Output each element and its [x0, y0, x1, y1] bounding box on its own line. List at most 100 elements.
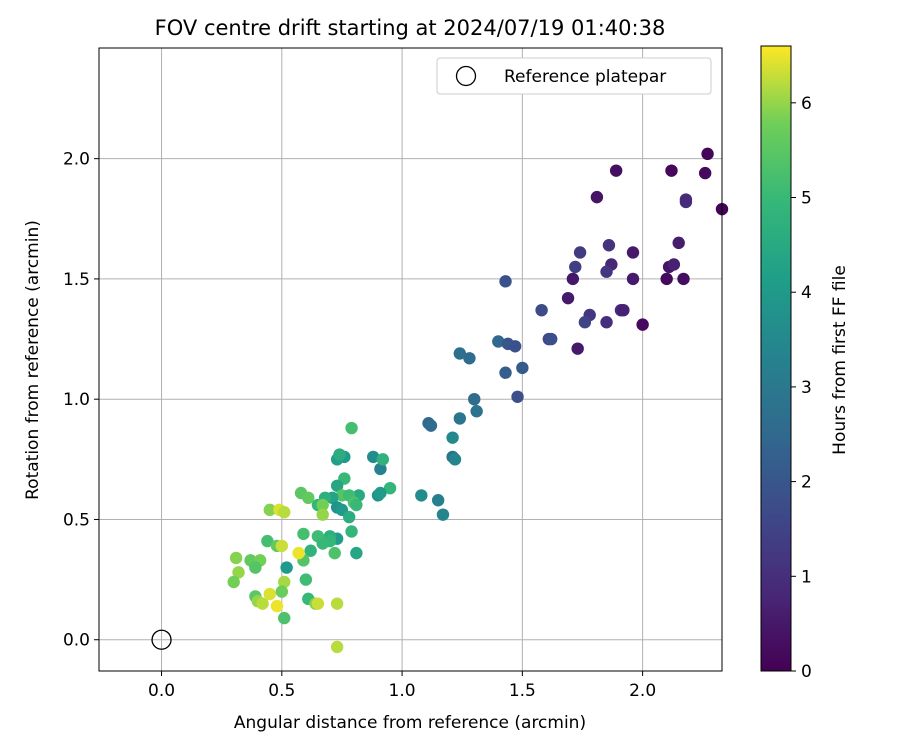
data-point: [367, 450, 380, 464]
plot-area: [99, 48, 722, 671]
data-point: [280, 561, 293, 574]
data-point: [256, 597, 269, 610]
legend-box: [436, 57, 712, 95]
data-point: [299, 573, 313, 586]
data-point: [333, 448, 346, 461]
y-tick-label: 1.5: [63, 270, 90, 290]
data-point: [304, 544, 317, 557]
data-point: [292, 546, 305, 560]
y-ticks: 0.0 0.5 1.0 1.5 2.0: [63, 150, 99, 651]
data-point: [672, 236, 685, 250]
data-point: [569, 260, 582, 274]
grid: [99, 48, 722, 671]
x-tick-label: 0.5: [268, 681, 295, 701]
data-point: [278, 575, 291, 589]
y-tick-label: 2.0: [63, 150, 90, 170]
data-point: [701, 147, 714, 161]
data-point: [436, 508, 450, 521]
data-point: [330, 597, 344, 610]
scatter-points: [227, 147, 729, 654]
data-point: [342, 510, 356, 524]
data-point: [302, 491, 315, 505]
data-point: [278, 611, 291, 625]
data-point: [374, 462, 387, 476]
data-point: [249, 561, 262, 574]
data-point: [468, 392, 481, 406]
data-point: [499, 275, 512, 288]
data-point: [263, 503, 276, 517]
data-point: [383, 481, 397, 495]
data-point: [345, 421, 358, 435]
data-point: [350, 498, 363, 512]
data-point: [573, 246, 587, 259]
data-point: [448, 453, 462, 466]
data-point: [376, 453, 390, 466]
reference-platepar-marker: [151, 629, 172, 650]
data-point: [511, 390, 524, 403]
data-point: [609, 164, 623, 177]
y-tick-label: 1.0: [63, 390, 90, 410]
data-point: [316, 537, 329, 550]
data-point: [463, 352, 476, 365]
data-point: [600, 265, 613, 278]
x-axis-label: Angular distance from reference (arcmin): [234, 713, 586, 733]
data-point: [316, 498, 329, 512]
data-point: [571, 342, 584, 355]
colorbar: [760, 45, 792, 672]
data-point: [330, 479, 344, 492]
data-point: [297, 527, 310, 541]
data-point: [679, 193, 693, 206]
data-point: [561, 291, 575, 305]
y-tick-label: 0.5: [63, 510, 90, 530]
colorbar-tick-label: 4: [801, 283, 812, 303]
data-point: [232, 566, 245, 579]
reference-marker: [151, 629, 172, 650]
data-point: [446, 431, 459, 444]
y-axis-label: Rotation from reference (arcmin): [23, 220, 43, 500]
legend-entry-reference: Reference platepar: [504, 67, 666, 87]
colorbar-tick-label: 5: [801, 189, 812, 209]
colorbar-tick-label: 2: [801, 473, 812, 493]
x-tick-label: 2.0: [629, 681, 656, 701]
data-point: [566, 272, 580, 286]
colorbar-label: Hours from first FF file: [830, 265, 850, 455]
colorbar-tick-label: 6: [801, 94, 812, 114]
data-point: [415, 489, 428, 502]
plot-frame: [98, 47, 723, 672]
x-ticks: 0.0 0.5 1.0 1.5 2.0: [148, 671, 656, 701]
data-point: [275, 539, 289, 553]
data-point: [600, 316, 613, 329]
y-tick-label: 0.0: [63, 631, 90, 651]
data-point: [345, 525, 358, 538]
x-tick-label: 1.5: [509, 681, 536, 701]
data-point: [578, 316, 592, 329]
colorbar-ticks: 0 1 2 3 4 5 6: [791, 94, 812, 682]
data-point: [374, 486, 387, 500]
data-point: [424, 419, 438, 432]
data-point: [492, 335, 505, 348]
data-point: [545, 332, 558, 346]
colorbar-tick-label: 0: [801, 662, 812, 682]
data-point: [453, 412, 467, 425]
data-point: [626, 272, 640, 286]
data-point: [227, 575, 240, 589]
data-point: [677, 272, 690, 286]
legend: Reference platepar: [436, 57, 712, 95]
data-point: [431, 494, 445, 507]
data-point: [590, 190, 604, 204]
data-point: [278, 506, 291, 519]
x-tick-label: 0.0: [148, 681, 175, 701]
colorbar-tick-label: 3: [801, 378, 812, 398]
chart-title: FOV centre drift starting at 2024/07/19 …: [155, 16, 666, 40]
legend-marker-reference: [455, 65, 477, 87]
colorbar-tick-label: 1: [801, 567, 812, 587]
data-point: [350, 546, 363, 560]
x-tick-label: 1.0: [389, 681, 416, 701]
data-point: [602, 239, 616, 252]
data-point: [453, 347, 467, 360]
data-point: [470, 405, 483, 418]
data-point: [330, 640, 344, 654]
data-point: [261, 534, 274, 548]
data-point: [270, 599, 284, 613]
